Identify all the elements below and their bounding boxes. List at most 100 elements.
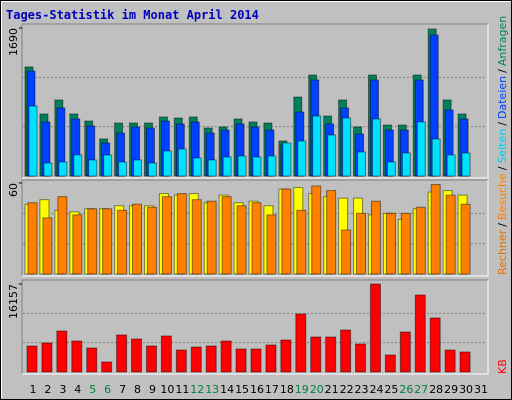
bar [42, 217, 53, 275]
bar [401, 152, 411, 177]
bar [222, 156, 232, 177]
bar [281, 188, 292, 275]
legend-separator: / [496, 223, 509, 227]
bar [147, 162, 157, 177]
bar [207, 159, 217, 177]
bar [162, 150, 172, 177]
bar [431, 138, 441, 177]
x-tick-label: 16 [250, 383, 264, 396]
bar [414, 294, 426, 373]
bar [385, 212, 396, 275]
bar [146, 206, 157, 275]
bar [369, 283, 381, 373]
bar [251, 202, 262, 275]
bar [71, 340, 83, 373]
bar [460, 203, 471, 275]
x-tick-label: 3 [59, 383, 66, 396]
x-tick-label: 9 [149, 383, 156, 396]
x-tick-label: 18 [280, 383, 294, 396]
bar [429, 317, 441, 373]
x-tick-label: 22 [340, 383, 354, 396]
legend-entry: Dateien [496, 76, 509, 119]
x-tick-label: 28 [429, 383, 443, 396]
bar [177, 148, 187, 177]
bar [461, 152, 471, 177]
bar [357, 151, 367, 177]
x-tick-label: 20 [310, 383, 324, 396]
panel-bevel [22, 24, 489, 179]
bar [101, 361, 113, 373]
bar [341, 229, 352, 275]
y-tick-label: 1690 [7, 28, 20, 56]
bar [56, 330, 68, 373]
x-tick-label: 8 [134, 383, 141, 396]
bar [445, 194, 456, 275]
bar [430, 184, 441, 275]
bar [102, 208, 113, 275]
bar [384, 354, 396, 373]
x-tick-label: 6 [104, 383, 111, 396]
bar [26, 345, 38, 373]
x-tick-label: 7 [119, 383, 126, 396]
bar [355, 343, 367, 373]
x-tick-label: 11 [175, 383, 189, 396]
bar [160, 335, 172, 373]
x-tick-label: 15 [235, 383, 249, 396]
x-tick-label: 23 [355, 383, 369, 396]
bar [267, 155, 277, 177]
bar [266, 214, 277, 275]
x-tick-label: 14 [220, 383, 234, 396]
bar [57, 196, 68, 275]
legend-entry: Rechner [496, 229, 509, 275]
legend-separator: / [496, 122, 509, 126]
x-tick-label: 30 [459, 383, 473, 396]
chart-title: Tages-Statistik im Monat April 2014 [6, 8, 259, 22]
panel-bevel [21, 279, 488, 374]
bar [205, 345, 217, 373]
bar [371, 118, 381, 177]
x-tick-label: 17 [265, 383, 279, 396]
bar [190, 346, 202, 373]
bar [41, 342, 53, 373]
bar [342, 117, 352, 177]
bar [446, 154, 456, 177]
x-tick-label: 10 [160, 383, 174, 396]
y-tick-label: 16157 [7, 284, 20, 319]
bar [370, 200, 381, 275]
legend: KB [496, 359, 509, 374]
bar [282, 142, 292, 177]
bar [220, 340, 232, 373]
bar [58, 161, 68, 177]
x-tick-label: 5 [89, 383, 96, 396]
x-tick-label: 25 [384, 383, 398, 396]
bar [280, 339, 292, 373]
bar [265, 344, 277, 373]
bar [43, 162, 53, 177]
x-tick-label: 2 [44, 383, 51, 396]
bar [356, 212, 367, 275]
bar [399, 331, 411, 373]
bar [400, 212, 411, 275]
x-tick-label: 27 [414, 383, 428, 396]
bar [192, 157, 202, 177]
bar [327, 134, 337, 177]
panel-bevel [21, 23, 488, 178]
bar [175, 349, 187, 373]
bar [72, 214, 83, 275]
bar [131, 338, 143, 373]
bar [88, 159, 98, 177]
bar [73, 154, 83, 177]
y-tick-label: 60 [7, 183, 20, 197]
bar [459, 351, 471, 373]
bar [27, 202, 38, 275]
x-tick-label: 21 [325, 383, 339, 396]
bar [133, 159, 143, 177]
bar [87, 208, 98, 275]
bar [117, 209, 128, 275]
bar [118, 161, 128, 177]
x-tick-label: 12 [190, 383, 204, 396]
bar [206, 200, 217, 275]
bar [132, 203, 143, 275]
